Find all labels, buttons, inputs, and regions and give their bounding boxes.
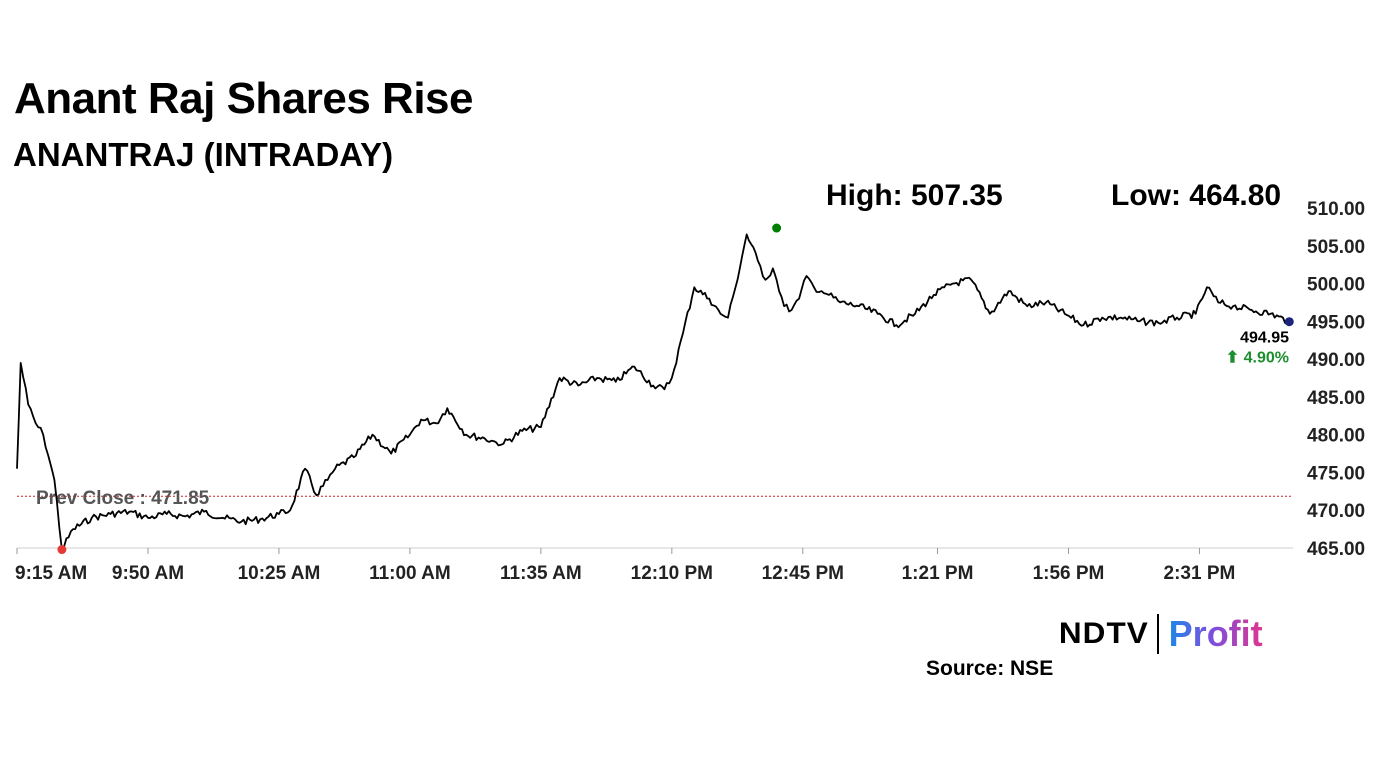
- high-marker: [772, 223, 782, 233]
- high-stat: High: 507.35: [826, 179, 1003, 212]
- x-tick-label: 1:56 PM: [1033, 563, 1105, 584]
- logo-divider: [1156, 614, 1159, 654]
- chart-title: Anant Raj Shares Rise: [14, 74, 474, 123]
- chart-subtitle: ANANTRAJ (INTRADAY): [13, 136, 394, 173]
- y-tick-label: 475.00: [1307, 463, 1365, 484]
- y-tick-label: 465.00: [1307, 539, 1365, 560]
- x-tick-label: 2:31 PM: [1164, 563, 1236, 584]
- series-group: [16, 233, 1290, 551]
- x-tick-label: 11:35 AM: [500, 563, 582, 584]
- y-tick-label: 480.00: [1307, 426, 1365, 447]
- ndtv-profit-logo: NDTV Profit: [1058, 612, 1263, 656]
- source-label: Source: NSE: [926, 657, 1054, 680]
- y-tick-label: 505.00: [1307, 237, 1365, 258]
- prev-close-label: Prev Close : 471.85: [36, 488, 210, 509]
- change-percent-label: ⬆ 4.90%: [1226, 350, 1289, 367]
- low-stat: Low: 464.80: [1111, 179, 1282, 212]
- x-tick-label: 1:21 PM: [902, 563, 974, 584]
- last-price-label: 494.95: [1240, 330, 1289, 347]
- y-tick-label: 500.00: [1307, 275, 1365, 296]
- y-tick-label: 495.00: [1307, 312, 1365, 333]
- markers-group: 494.95 ⬆ 4.90%: [57, 223, 1294, 555]
- y-axis: 510.00 505.00 500.00 495.00 490.00 485.00 480.…: [1307, 199, 1365, 560]
- low-marker: [57, 545, 67, 555]
- last-price-marker: [1284, 317, 1294, 327]
- y-tick-label: 485.00: [1307, 388, 1365, 409]
- x-tick-label: 12:45 PM: [762, 563, 844, 584]
- logo-profit-text: Profit: [1168, 613, 1263, 654]
- x-tick-label: 11:00 AM: [369, 563, 451, 584]
- intraday-line-chart: 510.00 505.00 500.00 495.00 490.00 485.00 480.…: [15, 199, 1365, 584]
- y-tick-label: 510.00: [1307, 199, 1365, 220]
- logo-ndtv-text: NDTV: [1058, 617, 1149, 650]
- price-line: [16, 233, 1290, 551]
- x-tick-label: 9:50 AM: [112, 563, 184, 584]
- x-tick-label: 9:15 AM: [15, 563, 87, 584]
- x-tick-label: 10:25 AM: [238, 563, 321, 584]
- y-tick-label: 490.00: [1307, 350, 1365, 371]
- y-tick-label: 470.00: [1307, 501, 1365, 522]
- x-axis: 9:15 AM 9:50 AM 10:25 AM 11:00 AM 11:35 AM 12…: [15, 547, 1293, 584]
- x-tick-label: 12:10 PM: [631, 563, 713, 584]
- prev-close-group: Prev Close : 471.85: [17, 488, 1293, 509]
